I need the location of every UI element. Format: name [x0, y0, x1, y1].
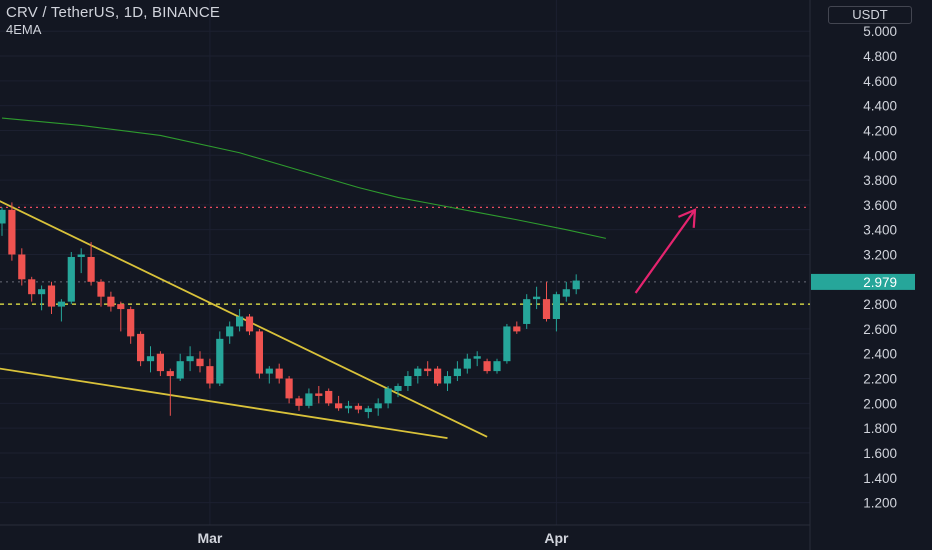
candle[interactable] — [117, 304, 125, 310]
candle[interactable] — [216, 338, 224, 384]
candle[interactable] — [28, 279, 36, 295]
candle[interactable] — [18, 254, 26, 280]
y-tick-label: 1.600 — [863, 446, 897, 461]
candle[interactable] — [443, 376, 452, 384]
y-tick-label: 2.200 — [863, 372, 897, 387]
candle[interactable] — [325, 390, 333, 404]
candle[interactable] — [226, 326, 234, 337]
candle[interactable] — [424, 368, 432, 372]
candle[interactable] — [137, 333, 145, 362]
price-unit-button[interactable]: USDT — [828, 6, 912, 24]
candle[interactable] — [285, 378, 293, 399]
x-tick-label: Mar — [197, 530, 222, 546]
current-price-badge — [811, 273, 915, 290]
candle[interactable] — [335, 403, 343, 409]
y-tick-label: 1.800 — [863, 421, 897, 436]
y-tick-label: 3.400 — [863, 223, 897, 238]
candle[interactable] — [562, 289, 570, 297]
candle[interactable] — [38, 289, 46, 295]
indicator-label[interactable]: 4EMA — [6, 22, 42, 37]
candle[interactable] — [384, 388, 392, 404]
y-tick-label: 2.800 — [863, 297, 897, 312]
y-tick-label: 4.200 — [863, 123, 897, 138]
upper-trendline[interactable] — [0, 197, 488, 438]
candle[interactable] — [236, 316, 244, 327]
candle[interactable] — [97, 281, 105, 297]
candle[interactable] — [503, 326, 511, 362]
candle[interactable] — [434, 368, 442, 384]
y-tick-label: 4.600 — [863, 74, 897, 89]
candle[interactable] — [107, 296, 115, 307]
candle[interactable] — [572, 280, 580, 290]
y-tick-label: 3.600 — [863, 198, 897, 213]
candle[interactable] — [265, 368, 273, 374]
y-tick-label: 3.800 — [863, 173, 897, 188]
y-tick-label: 2.000 — [863, 396, 897, 411]
symbol-title[interactable]: CRV / TetherUS, 1D, BINANCE — [6, 4, 221, 21]
forecast-arrow[interactable] — [634, 209, 696, 294]
candle[interactable] — [47, 285, 56, 307]
candle[interactable] — [206, 366, 214, 384]
candle[interactable] — [394, 385, 402, 391]
candle[interactable] — [364, 408, 372, 413]
y-tick-label: 4.800 — [863, 49, 897, 64]
candle[interactable] — [533, 296, 541, 300]
candle[interactable] — [255, 331, 263, 374]
candle[interactable] — [374, 403, 382, 409]
candle[interactable] — [77, 254, 85, 257]
candle[interactable] — [513, 326, 521, 332]
y-tick-label: 1.200 — [863, 496, 897, 511]
candle[interactable] — [473, 356, 481, 359]
candle[interactable] — [414, 368, 422, 377]
candle[interactable] — [344, 405, 353, 409]
chart-legend: CRV / TetherUS, 1D, BINANCE 4EMA — [6, 4, 220, 37]
y-tick-label: 5.000 — [863, 24, 897, 39]
candle[interactable] — [57, 301, 65, 307]
y-tick-label: 4.400 — [863, 99, 897, 114]
candle[interactable] — [493, 361, 501, 372]
candle[interactable] — [305, 393, 313, 406]
candle[interactable] — [315, 393, 323, 396]
candle[interactable] — [552, 294, 560, 319]
candle[interactable] — [156, 353, 164, 372]
candle[interactable] — [127, 309, 135, 337]
candle[interactable] — [542, 299, 551, 319]
candle[interactable] — [245, 316, 254, 332]
candle[interactable] — [196, 358, 204, 367]
lower-trendline[interactable] — [0, 367, 448, 439]
y-tick-label: 4.000 — [863, 148, 897, 163]
candle[interactable] — [463, 358, 471, 369]
candle[interactable] — [295, 398, 303, 406]
forecast-arrow-head — [677, 208, 697, 228]
y-tick-label: 3.200 — [863, 247, 897, 262]
candle[interactable] — [275, 368, 283, 379]
candle[interactable] — [176, 361, 184, 379]
y-tick-label: 2.600 — [863, 322, 897, 337]
candle[interactable] — [146, 356, 155, 362]
candle[interactable] — [523, 299, 531, 324]
x-tick-label: Apr — [544, 530, 569, 546]
y-tick-label: 2.400 — [863, 347, 897, 362]
candle[interactable] — [166, 371, 174, 377]
candle[interactable] — [67, 256, 75, 302]
current-price-label: 2.979 — [863, 275, 897, 290]
candle[interactable] — [453, 368, 461, 377]
candle[interactable] — [186, 356, 194, 362]
candle[interactable] — [483, 361, 491, 372]
candle[interactable] — [87, 256, 95, 282]
candle[interactable] — [8, 209, 16, 255]
ema-line[interactable] — [1, 117, 607, 239]
candle[interactable] — [0, 209, 6, 224]
y-tick-label: 1.400 — [863, 471, 897, 486]
candle[interactable] — [354, 405, 362, 410]
candle[interactable] — [404, 376, 412, 386]
